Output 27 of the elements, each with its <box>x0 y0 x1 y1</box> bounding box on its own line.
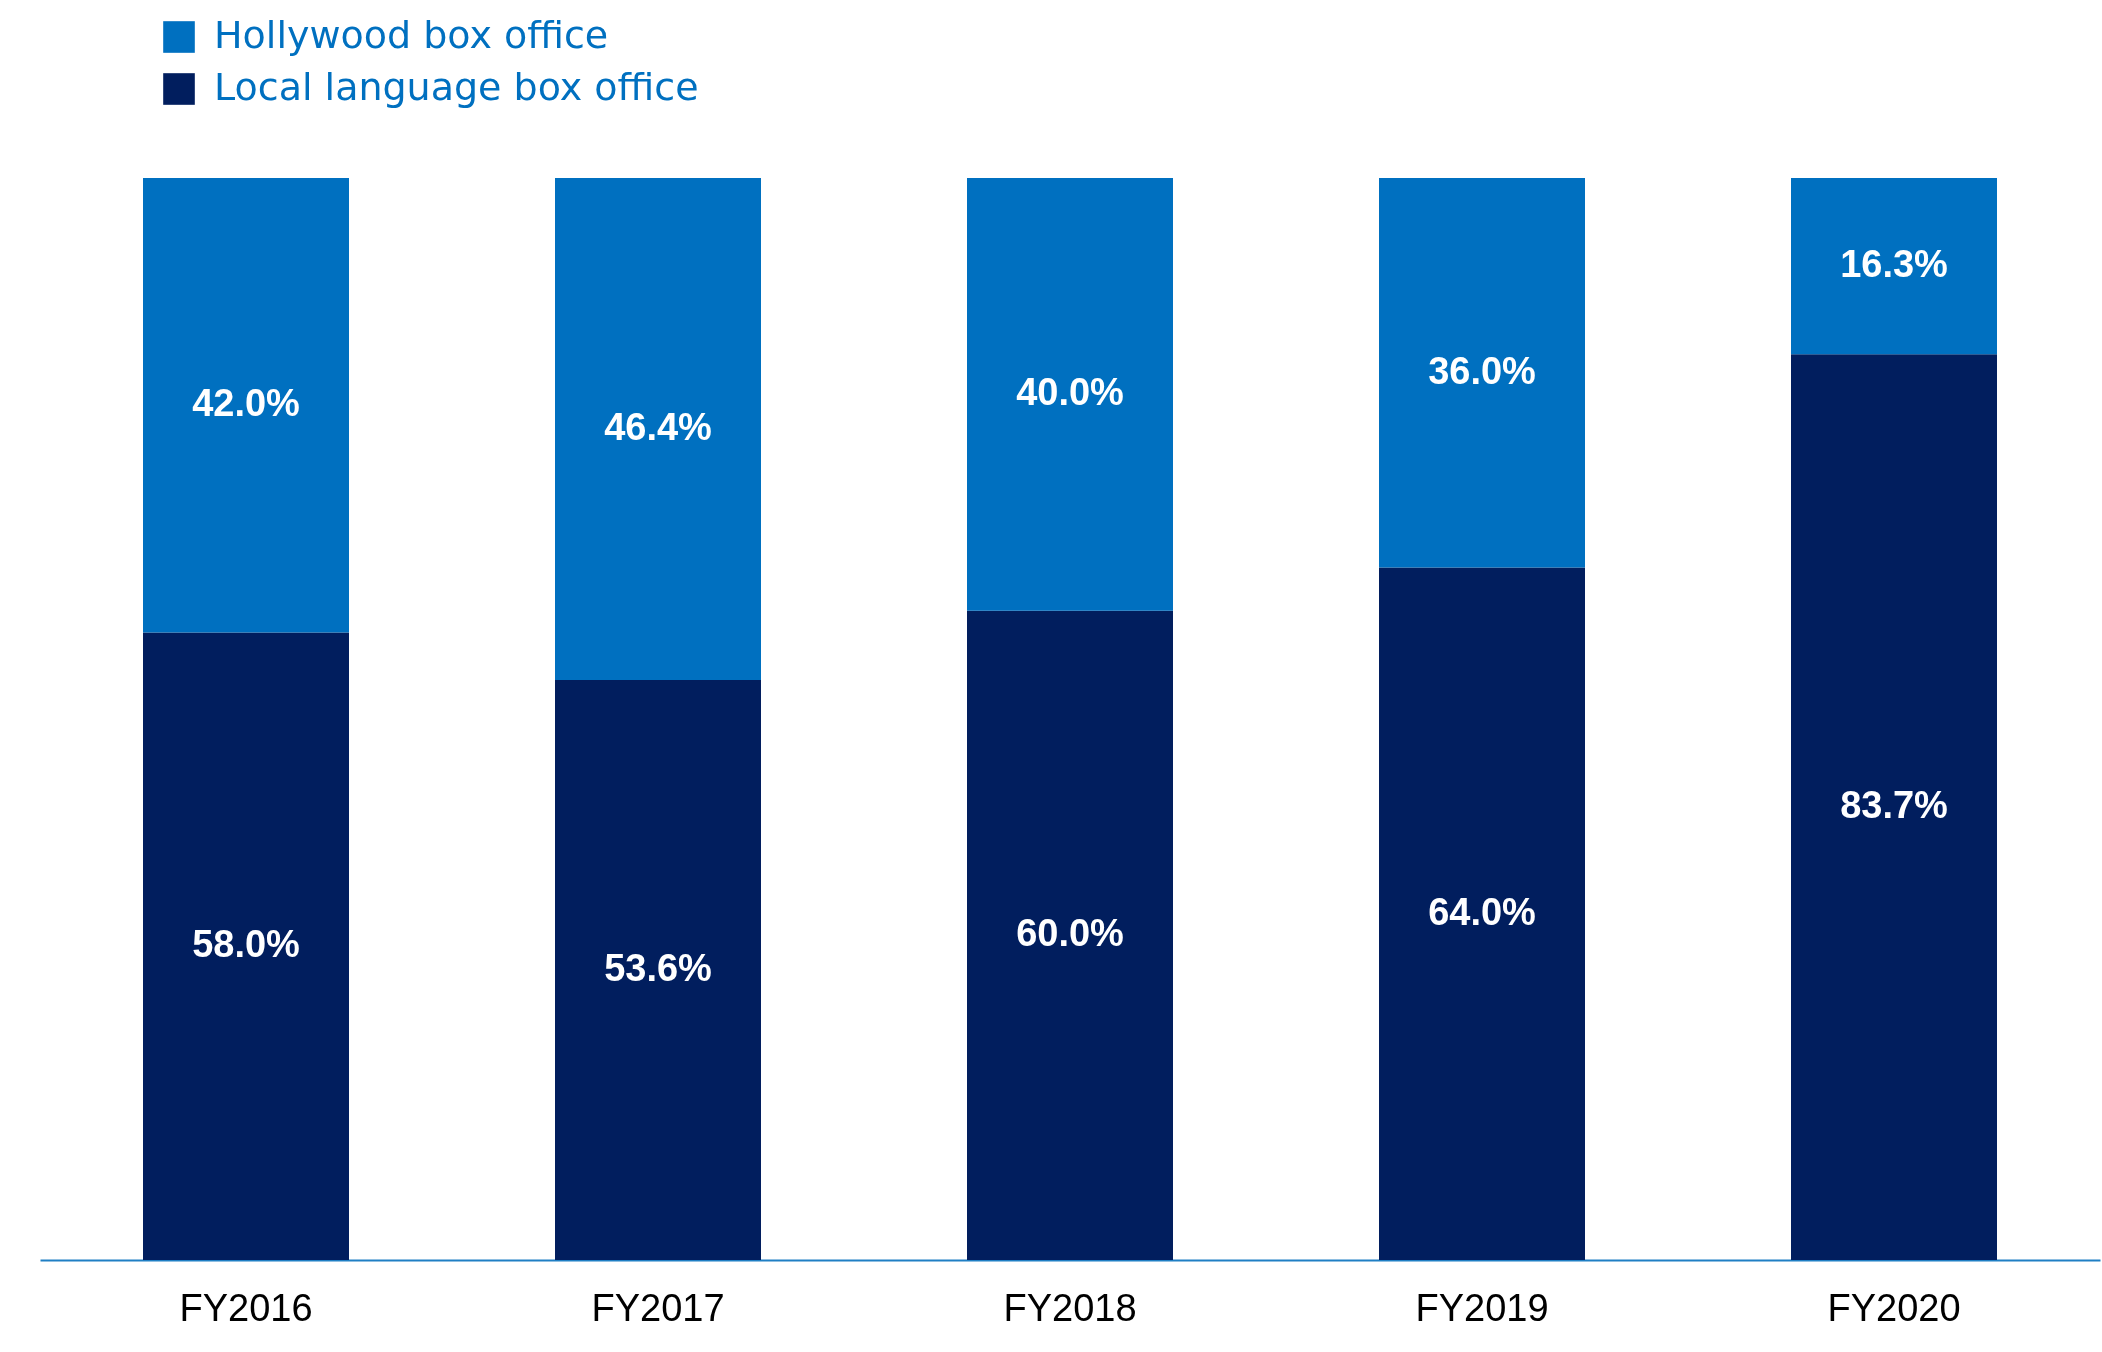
data-label: 83.7% <box>1840 784 1948 827</box>
bar <box>555 680 761 1260</box>
x-tick-label: FY2017 <box>591 1286 725 1329</box>
x-tick-label: FY2018 <box>1003 1286 1137 1329</box>
data-label: 58.0% <box>192 923 300 966</box>
bar <box>1791 354 1997 1260</box>
data-label: 42.0% <box>192 382 300 425</box>
x-tick-label: FY2019 <box>1415 1286 1549 1329</box>
x-tick-label: FY2020 <box>1827 1286 1961 1329</box>
bar <box>967 610 1173 1260</box>
data-label: 40.0% <box>1016 371 1124 414</box>
bar <box>1379 567 1585 1260</box>
bar <box>967 178 1173 611</box>
bar <box>1791 178 1997 355</box>
data-label: 64.0% <box>1428 890 1536 933</box>
data-label: 53.6% <box>604 947 712 990</box>
x-tick-label: FY2016 <box>179 1286 313 1329</box>
bar <box>143 632 349 1260</box>
data-label: 60.0% <box>1016 912 1124 955</box>
data-label: 36.0% <box>1428 349 1536 392</box>
bar <box>555 178 761 681</box>
data-label: 16.3% <box>1840 243 1948 286</box>
legend-label: Hollywood box office <box>214 13 609 57</box>
data-label: 46.4% <box>604 406 712 449</box>
legend-label: Local language box office <box>214 65 699 109</box>
bar <box>143 178 349 633</box>
bar <box>1379 178 1585 568</box>
